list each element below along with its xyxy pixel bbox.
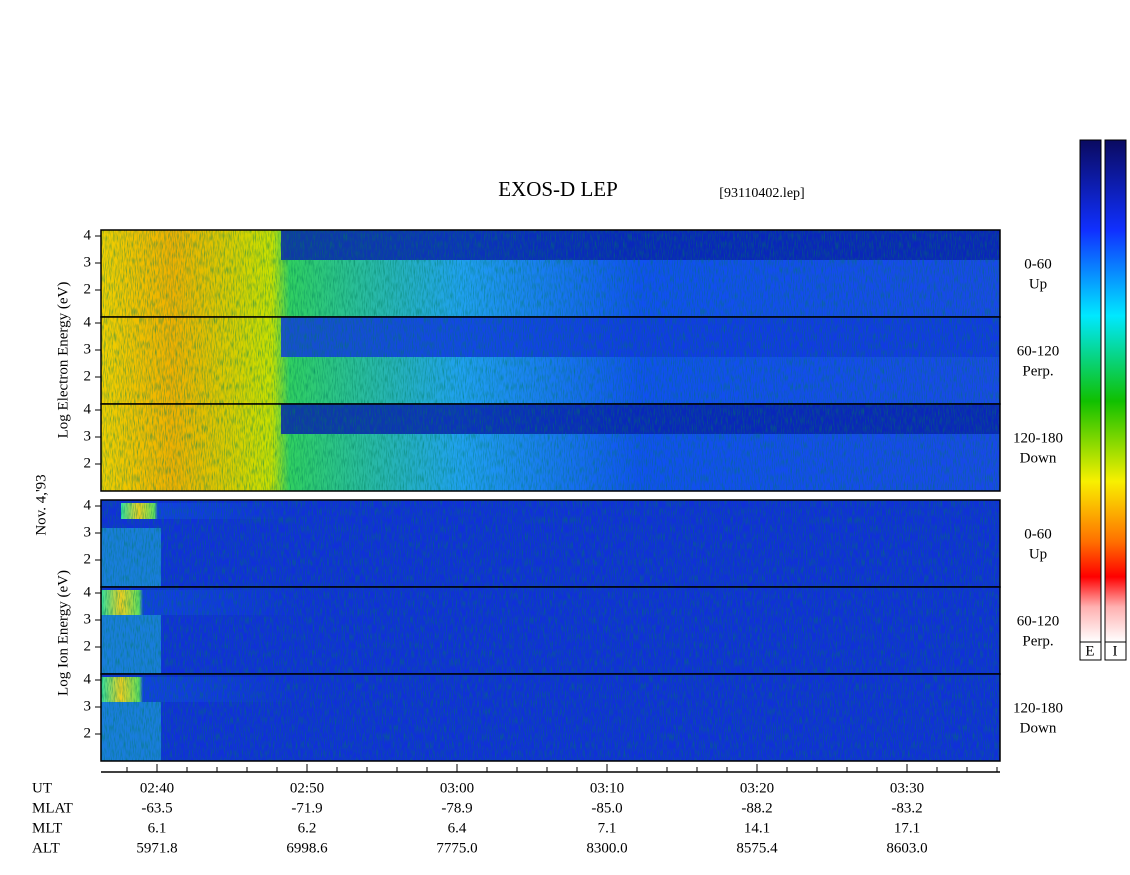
panel-label: Up bbox=[1029, 276, 1047, 292]
table-cell: -63.5 bbox=[141, 800, 172, 816]
panel-label: Down bbox=[1020, 450, 1057, 466]
colorbar-label: I bbox=[1113, 643, 1118, 659]
y-tick-label: 2 bbox=[84, 281, 92, 297]
y-tick-label: 4 bbox=[84, 497, 92, 513]
y-tick-label: 4 bbox=[84, 584, 92, 600]
panel-label: 120-180 bbox=[1013, 700, 1063, 716]
y-tick-label: 3 bbox=[84, 341, 92, 357]
table-cell: 02:40 bbox=[140, 780, 174, 796]
panel-frame bbox=[100, 673, 1001, 762]
table-cell: 6.2 bbox=[298, 820, 317, 836]
table-cell: -78.9 bbox=[441, 800, 472, 816]
colorbar-label: E bbox=[1085, 643, 1094, 659]
title: EXOS-D LEP bbox=[498, 177, 618, 201]
panel-label: 120-180 bbox=[1013, 430, 1063, 446]
panel-frame bbox=[100, 403, 1001, 492]
panel-label: Perp. bbox=[1022, 363, 1053, 379]
y-tick-label: 2 bbox=[84, 551, 92, 567]
noise bbox=[101, 317, 1000, 404]
panel-label: Perp. bbox=[1022, 633, 1053, 649]
y-tick-label: 4 bbox=[84, 671, 92, 687]
row-name: MLT bbox=[32, 820, 62, 836]
table-cell: 6998.6 bbox=[286, 840, 328, 856]
date-label: Nov. 4,'93 bbox=[33, 474, 49, 535]
y-tick-label: 3 bbox=[84, 254, 92, 270]
colorbar bbox=[1104, 139, 1127, 643]
colorbar-box bbox=[1079, 641, 1102, 661]
table-cell: 6.1 bbox=[148, 820, 167, 836]
noise bbox=[101, 587, 1000, 674]
table-cell: -83.2 bbox=[891, 800, 922, 816]
ion-axis-label: Log Ion Energy (eV) bbox=[55, 570, 71, 696]
y-tick-label: 3 bbox=[84, 698, 92, 714]
y-tick-label: 4 bbox=[84, 314, 92, 330]
panel-label: 60-120 bbox=[1017, 613, 1060, 629]
y-tick-label: 3 bbox=[84, 428, 92, 444]
panel-label: 60-120 bbox=[1017, 343, 1060, 359]
table-cell: 8575.4 bbox=[736, 840, 778, 856]
row-name: UT bbox=[32, 780, 52, 796]
table-cell: 7775.0 bbox=[436, 840, 477, 856]
table-cell: -71.9 bbox=[291, 800, 322, 816]
table-cell: 5971.8 bbox=[136, 840, 177, 856]
table-cell: 8300.0 bbox=[586, 840, 627, 856]
table-cell: 03:20 bbox=[740, 780, 774, 796]
table-cell: -88.2 bbox=[741, 800, 772, 816]
y-tick-label: 3 bbox=[84, 524, 92, 540]
table-cell: 7.1 bbox=[598, 820, 617, 836]
panel-label: 0-60 bbox=[1024, 526, 1052, 542]
table-cell: 02:50 bbox=[290, 780, 324, 796]
table-cell: 14.1 bbox=[744, 820, 770, 836]
y-tick-label: 2 bbox=[84, 725, 92, 741]
table-cell: 6.4 bbox=[448, 820, 467, 836]
noise bbox=[101, 674, 1000, 761]
panel-label: Up bbox=[1029, 546, 1047, 562]
file-name: [93110402.lep] bbox=[719, 186, 804, 201]
table-cell: 17.1 bbox=[894, 820, 920, 836]
table-cell: 8603.0 bbox=[886, 840, 927, 856]
panel-label: 0-60 bbox=[1024, 256, 1052, 272]
y-tick-label: 4 bbox=[84, 227, 92, 243]
y-tick-label: 4 bbox=[84, 401, 92, 417]
row-name: ALT bbox=[32, 840, 60, 856]
table-cell: 03:00 bbox=[440, 780, 474, 796]
electron-axis-label: Log Electron Energy (eV) bbox=[55, 282, 71, 439]
table-cell: -85.0 bbox=[591, 800, 622, 816]
colorbar-box bbox=[1104, 641, 1127, 661]
noise bbox=[101, 230, 1000, 317]
table-cell: 03:30 bbox=[890, 780, 924, 796]
y-tick-label: 2 bbox=[84, 455, 92, 471]
y-tick-label: 3 bbox=[84, 611, 92, 627]
y-tick-label: 2 bbox=[84, 638, 92, 654]
noise bbox=[101, 404, 1000, 491]
noise bbox=[101, 500, 1000, 587]
panel-label: Down bbox=[1020, 720, 1057, 736]
table-cell: 03:10 bbox=[590, 780, 624, 796]
row-name: MLAT bbox=[32, 800, 73, 816]
colorbar bbox=[1079, 139, 1102, 643]
y-tick-label: 2 bbox=[84, 368, 92, 384]
